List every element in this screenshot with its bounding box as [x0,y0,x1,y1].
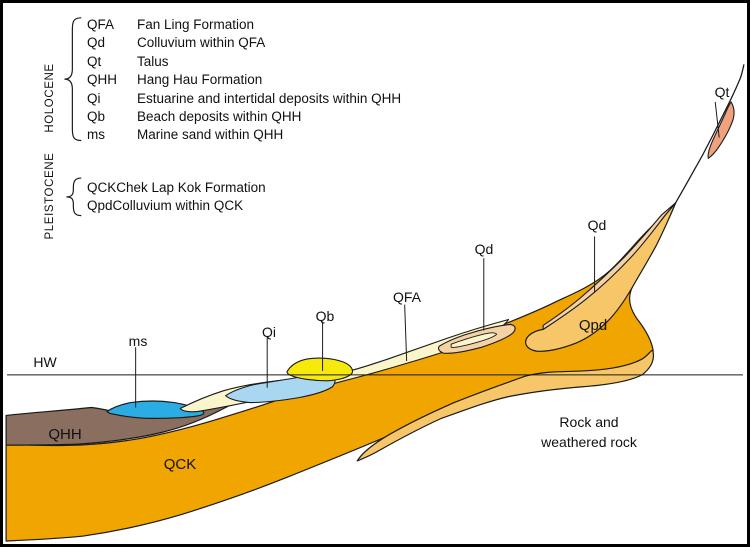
legend-row-qpd: QpdColluvium within QCK [87,197,266,215]
legend-code: QFA [87,17,115,32]
legend-desc: Talus [137,53,169,69]
qd-pocket-cream-sliver [450,332,498,348]
legend-row-qfa: QFA Fan Ling Formation [87,16,401,34]
legend-desc: Hang Hau Formation [137,72,263,88]
qb-region [286,357,353,382]
callout-qfa: QFA [392,289,422,305]
legend-code: QCK [87,180,117,195]
legend-desc: Marine sand within QHH [137,127,284,143]
ms-region [106,400,205,419]
era-label-pleistocene: PLEISTOCENE [44,152,56,240]
callout-qi: Qi [262,324,276,340]
qd-slope-band [542,202,677,330]
legend-code: QHH [87,72,117,88]
legend-row-qck: QCKChek Lap Kok Formation [87,179,266,197]
pleistocene-brace [66,177,82,217]
qck-label: QCK [163,456,197,473]
callout-qb: Qb [315,308,335,324]
rock-label-line2: weathered rock [541,434,637,450]
legend-holocene: QFA Fan Ling Formation Qd Colluvium within… [87,16,401,145]
callout-qd-2: Qd [587,217,607,233]
qt-leader-line [714,101,720,138]
legend-row-qd: Qd Colluvium within QFA [87,34,401,52]
legend-desc: Estuarine and intertidal deposits within… [137,90,402,106]
legend-desc: Colluvium within QFA [137,35,266,51]
qfa-leader-line [404,304,408,362]
qhh-label: QHH [48,426,82,443]
era-label-holocene: HOLOCENE [44,63,56,133]
legend-code: Qi [87,90,101,106]
legend-desc: Fan Ling Formation [137,17,255,32]
qi-region [225,374,336,404]
slope-line [675,64,745,204]
callout-qd-1: Qd [474,241,494,257]
legend-code: Qd [87,35,106,51]
cross-section-svg [5,17,745,542]
legend-row-qb: Qb Beach deposits within QHH [87,108,401,126]
legend-desc: Chek Lap Kok Formation [116,180,266,195]
legend-code: Qt [87,53,102,69]
legend-code: Qb [87,109,106,125]
callout-qt: Qt [714,84,730,100]
qpd-label: Qpd [578,317,608,334]
legend-row-qi: Qi Estuarine and intertidal deposits with… [87,90,401,108]
legend-code: ms [87,127,105,143]
holocene-brace [64,17,82,142]
legend-desc: Beach deposits within QHH [137,109,302,125]
rock-label-line1: Rock and [559,414,619,430]
legend-row-ms: ms Marine sand within QHH [87,126,401,144]
qt-region [707,101,735,159]
callout-ms: ms [128,333,148,349]
legend-row-qt: Qt Talus [87,53,401,71]
legend-row-qhh: QHH Hang Hau Formation [87,71,401,89]
hw-label: HW [33,354,57,370]
legend-code: Qpd [87,198,113,214]
legend-desc: Colluvium within QCK [112,198,244,214]
legend-pleistocene: QCKChek Lap Kok Formation QpdColluvium w… [87,179,266,216]
qpd-lower-band [356,349,654,462]
